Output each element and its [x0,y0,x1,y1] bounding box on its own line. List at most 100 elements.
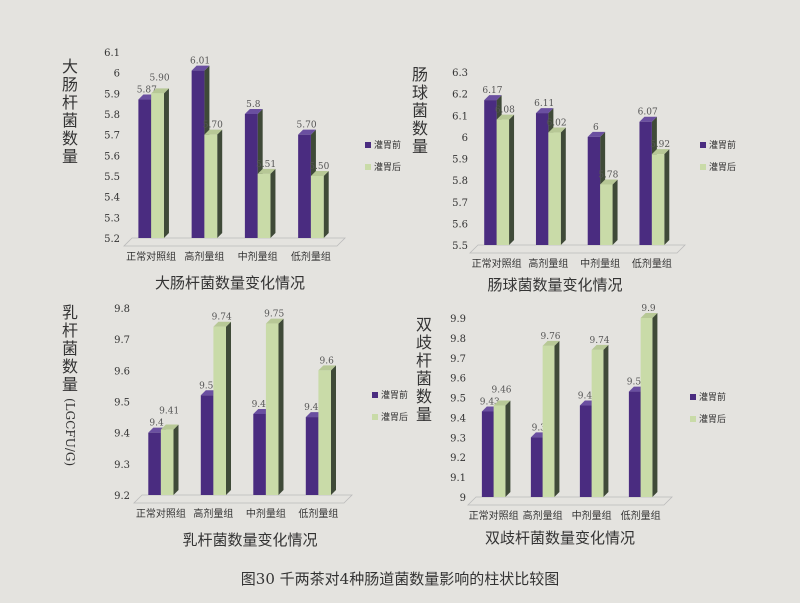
y-axis-title-char: 量 [416,405,432,424]
bar-top [600,179,618,185]
y-tick-label: 9.4 [114,429,130,440]
y-tick-label: 9.7 [114,335,130,346]
data-label: 5.78 [598,170,618,180]
bar-top [298,129,316,135]
x-tick-label: 中剂量组 [246,507,286,520]
data-label: 5.70 [297,121,317,131]
data-label: 9.74 [212,313,232,323]
y-axis-title-char: 量 [412,137,428,156]
bar-side [278,318,284,495]
x-tick-label: 正常对照组 [126,250,176,263]
bar-top [639,116,657,122]
bar-before [484,100,497,245]
bar-before [639,121,652,245]
chart-title: 乳杆菌数量变化情况 [182,531,317,549]
y-tick-label: 5.9 [452,155,468,166]
chart-4: 9 9.1 9.2 9.3 9.4 9.5 9.6 9.7 9.8 9.9 9.43 9.46 正常对照… [416,304,726,547]
data-label: 9.4 [149,419,164,429]
y-tick-label: 9.3 [450,433,466,444]
legend-swatch [365,142,371,148]
x-tick-label: 正常对照组 [469,509,519,522]
legend-swatch [372,392,378,398]
bar-side [173,424,179,495]
legend-swatch [700,142,706,148]
y-axis-title-char: 双 [416,315,432,334]
data-label: 6.02 [547,119,567,129]
bar-side [270,168,276,238]
bar-after [600,184,613,245]
bar-side [664,149,670,245]
legend-swatch [700,164,706,170]
x-tick-label: 正常对照组 [136,507,186,520]
legend-label: 灌胃前 [374,139,401,151]
bar-top [548,127,566,133]
bar-side [217,129,223,238]
y-axis-title-char: 数 [62,357,78,376]
bar-after [591,349,604,497]
data-label: 9.3 [532,423,547,433]
bar-top [213,321,231,327]
bar-before [200,395,214,495]
bar-before [530,437,543,497]
legend-label: 灌胃前 [709,139,736,151]
data-label: 9.74 [589,336,609,346]
y-axis-title-char: 数 [416,387,432,406]
y-axis-title-char: 杆 [62,93,78,112]
x-tick-label: 高剂量组 [523,509,563,522]
y-tick-label: 9.6 [114,366,130,377]
x-tick-label: 正常对照组 [472,257,522,270]
data-label: 9.6 [320,356,335,366]
data-label: 9.46 [252,400,272,410]
legend-swatch [365,164,371,170]
y-tick-label: 6.3 [452,68,468,79]
bar-top [160,424,179,430]
y-tick-label: 6 [462,133,468,144]
chart-floor [467,496,673,506]
y-axis-title-char: 量 [62,375,78,394]
data-label: 9.75 [264,310,284,320]
chart-3: 9.2 9.3 9.4 9.5 9.6 9.7 9.8 9.4 9.41 正常对照组 9.52 9.7… [62,303,408,549]
x-tick-label: 高剂量组 [193,507,233,520]
y-tick-label: 5.6 [104,151,120,162]
y-tick-label: 6.1 [452,111,468,122]
data-label: 5.8 [246,100,261,110]
bar-side [323,171,329,238]
bar-side [509,114,515,245]
data-label: 9.41 [159,407,179,417]
y-axis-title-char: 菌 [412,101,428,120]
bar-top [535,108,554,114]
legend-swatch [690,394,696,400]
data-label: 6.17 [482,86,502,96]
figure-caption: 图30 千两茶对4种肠道菌数量影响的柱状比较图 [240,570,560,588]
y-axis-title-char: 肠 [412,65,428,84]
data-label: 5.92 [650,140,670,150]
y-tick-label: 5.2 [104,234,120,245]
y-tick-label: 5.7 [104,131,120,142]
bar-after [213,326,226,495]
bar-top [318,365,336,371]
bar-top [204,129,223,135]
bar-top [484,95,502,101]
data-label: 9.45 [304,403,324,413]
y-axis-title-char: 量 [62,147,78,166]
chart-title: 大肠杆菌数量变化情况 [155,274,305,292]
y-tick-label: 9.1 [450,473,466,484]
y-tick-label: 5.5 [452,241,468,252]
y-tick-label: 5.6 [452,219,468,230]
y-tick-label: 5.8 [104,110,120,121]
bar-top [310,171,329,176]
y-tick-label: 6.2 [452,90,468,101]
data-label: 5.90 [150,74,170,84]
data-label: 6.08 [495,106,515,116]
bar-before [298,134,311,238]
y-tick-label: 5.8 [452,176,468,187]
bar-before [535,113,549,246]
bar-after [640,318,653,497]
bar-after [318,370,331,495]
bar-after [265,323,279,495]
bar-side [331,365,336,495]
bar-side [554,340,560,497]
chart-floor [123,237,346,247]
legend-label: 灌胃后 [699,413,726,425]
legend-swatch [690,416,696,422]
